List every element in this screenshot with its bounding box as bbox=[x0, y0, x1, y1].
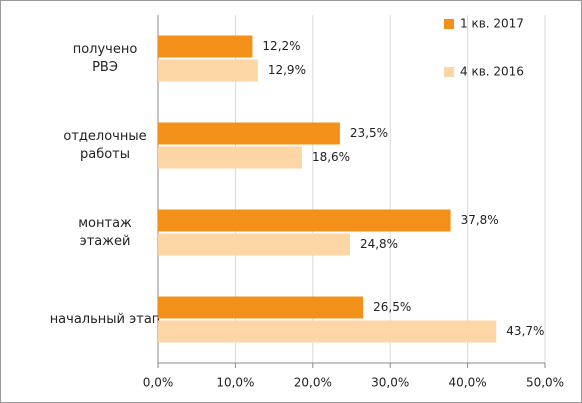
y-tick-label: отделочные bbox=[63, 129, 146, 144]
bar bbox=[158, 59, 258, 82]
legend-label: 4 кв. 2016 bbox=[460, 65, 524, 79]
value-label: 24,8% bbox=[360, 237, 398, 251]
value-label: 26,5% bbox=[373, 300, 411, 314]
y-tick-label: работы bbox=[80, 147, 130, 162]
bar bbox=[158, 209, 451, 232]
legend-label: 1 кв. 2017 bbox=[460, 17, 524, 31]
legend-swatch bbox=[444, 19, 454, 29]
value-label: 18,6% bbox=[312, 150, 350, 164]
y-tick-label: этажей bbox=[80, 234, 131, 249]
value-label: 12,9% bbox=[268, 63, 306, 77]
x-tick-label: 0,0% bbox=[143, 376, 174, 390]
bar bbox=[158, 296, 364, 319]
value-label: 12,2% bbox=[262, 39, 300, 53]
bar bbox=[158, 320, 497, 343]
y-tick-label: РВЭ bbox=[92, 60, 118, 75]
bar bbox=[158, 35, 253, 58]
y-tick-label: монтаж bbox=[78, 216, 132, 231]
value-label: 43,7% bbox=[506, 324, 544, 338]
bar bbox=[158, 233, 350, 256]
y-tick-label: получено bbox=[73, 42, 138, 57]
x-tick-label: 50,0% bbox=[526, 376, 564, 390]
value-label: 23,5% bbox=[350, 126, 388, 140]
x-tick-label: 10,0% bbox=[216, 376, 254, 390]
x-tick-label: 40,0% bbox=[449, 376, 487, 390]
legend-swatch bbox=[444, 67, 454, 77]
x-tick-label: 30,0% bbox=[371, 376, 409, 390]
y-tick-label: начальный этап bbox=[50, 312, 161, 327]
x-tick-label: 20,0% bbox=[294, 376, 332, 390]
bar bbox=[158, 122, 340, 145]
value-label: 37,8% bbox=[461, 213, 499, 227]
bar bbox=[158, 146, 302, 169]
